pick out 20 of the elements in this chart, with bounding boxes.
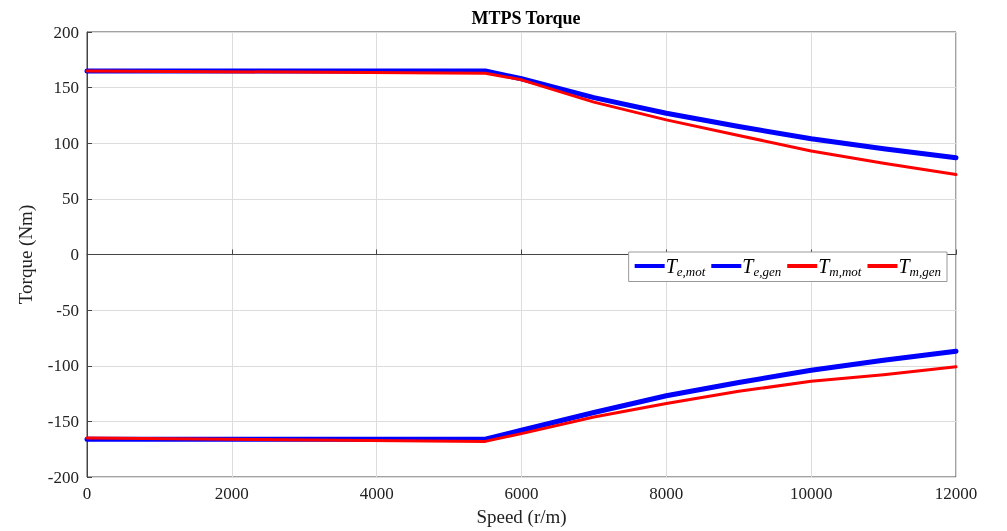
line-series (85, 365, 958, 443)
x-tick-label: 2000 (214, 484, 249, 503)
y-tick-label: 100 (53, 133, 79, 153)
y-axis-title: Torque (Nm) (15, 204, 37, 305)
x-axis-title: Speed (r/m) (476, 506, 567, 528)
x-tick-label: 12000 (934, 484, 978, 503)
y-tick-label: -100 (47, 356, 79, 376)
y-tick-label: 0 (70, 245, 79, 264)
x-tick-label: 8000 (649, 484, 684, 503)
y-tick-label: -150 (47, 411, 79, 431)
y-tick-label: -50 (56, 300, 79, 320)
x-tick-label: 6000 (504, 484, 539, 503)
y-tick-label: 50 (62, 189, 79, 209)
x-tick-label: 0 (82, 484, 92, 503)
chart-title: MTPS Torque (471, 8, 581, 28)
y-tick-label: 200 (53, 22, 79, 42)
x-tick-label: 10000 (789, 484, 833, 503)
y-tick-label: 150 (53, 78, 79, 98)
y-tick-label: -200 (47, 467, 79, 487)
x-tick-label: 4000 (359, 484, 394, 503)
